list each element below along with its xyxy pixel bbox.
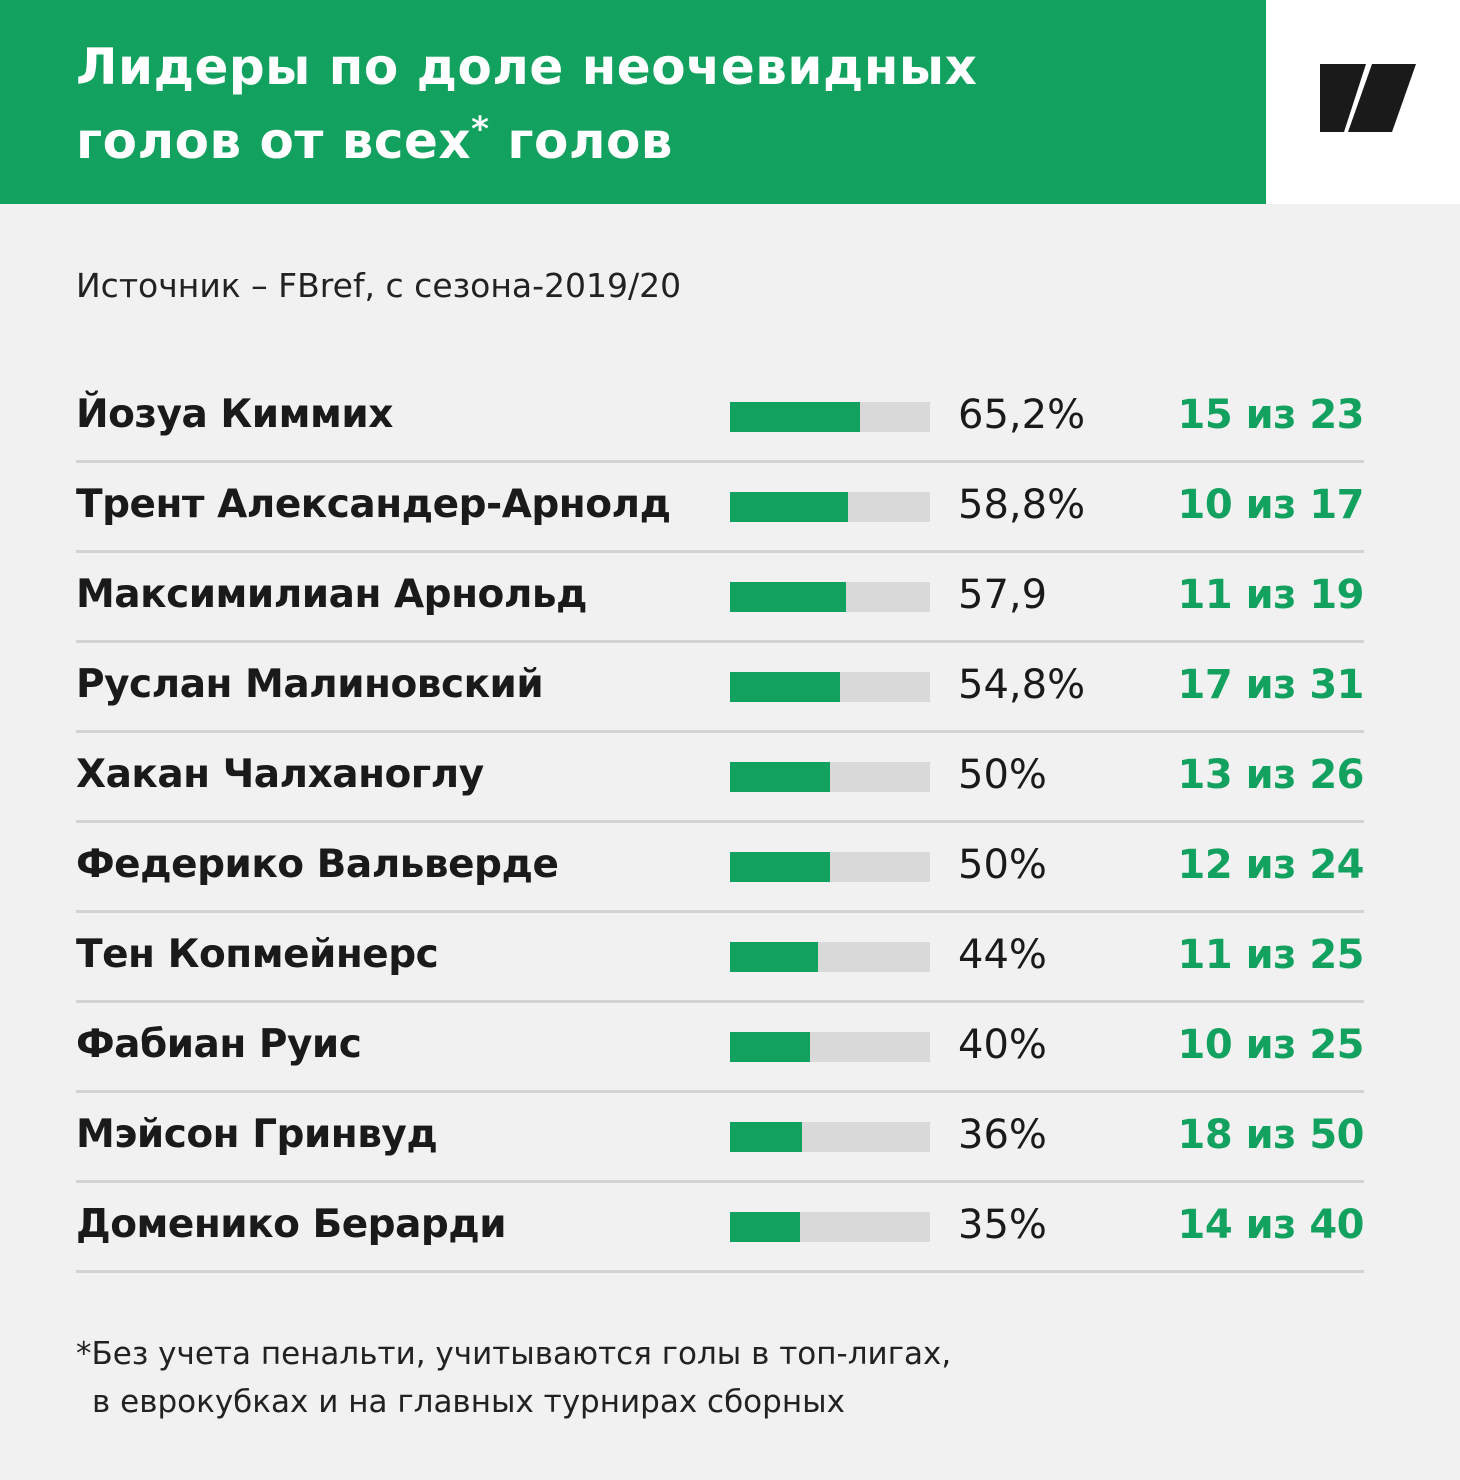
percent-label: 54,8% [958, 662, 1086, 708]
title-asterisk: * [471, 109, 490, 150]
chart-title: Лидеры по доле неочевидных голов от всех… [76, 30, 1226, 178]
bar-track [730, 1032, 930, 1062]
goals-label: 11 из 19 [1177, 572, 1365, 618]
chart-row: Доменико Берарди 35% 14 из 40 [76, 1182, 1365, 1273]
percent-label: 50% [958, 752, 1047, 798]
percent-label: 58,8% [958, 482, 1086, 528]
title-banner: Лидеры по доле неочевидных голов от всех… [0, 0, 1266, 204]
title-line-2: голов от всех* голов [76, 104, 1226, 178]
bar-track [730, 1212, 930, 1242]
goals-label: 13 из 26 [1177, 752, 1365, 798]
footnote: *Без учета пенальти, учитываются голы в … [76, 1330, 951, 1426]
bar-track [730, 672, 930, 702]
bar-track [730, 942, 930, 972]
chart-row: Федерико Вальверде 50% 12 из 24 [76, 822, 1365, 913]
bar-track [730, 492, 930, 522]
percent-label: 35% [958, 1202, 1047, 1248]
goals-label: 15 из 23 [1177, 392, 1365, 438]
bar [730, 582, 846, 612]
percent-label: 40% [958, 1022, 1047, 1068]
bar-chart: Йозуа Киммих 65,2% 15 из 23 Трент Александе… [76, 372, 1365, 1273]
player-name: Йозуа Киммих [76, 392, 393, 437]
player-name: Тен Копмейнерс [76, 932, 439, 977]
percent-label: 65,2% [958, 392, 1086, 438]
percent-label: 50% [958, 842, 1047, 888]
percent-label: 36% [958, 1112, 1047, 1158]
bar [730, 852, 830, 882]
goals-label: 12 из 24 [1177, 842, 1365, 888]
bar-track [730, 1122, 930, 1152]
publisher-logo-icon [1320, 64, 1416, 132]
player-name: Максимилиан Арнольд [76, 572, 588, 617]
player-name: Доменико Берарди [76, 1202, 507, 1247]
goals-label: 17 из 31 [1177, 662, 1365, 708]
bar [730, 762, 830, 792]
player-name: Мэйсон Гринвуд [76, 1112, 438, 1157]
logo-area [1266, 0, 1460, 204]
percent-label: 57,9 [958, 572, 1048, 618]
footnote-line-1: *Без учета пенальти, учитываются голы в … [76, 1336, 952, 1372]
bar [730, 1122, 802, 1152]
goals-label: 10 из 25 [1177, 1022, 1365, 1068]
goals-label: 18 из 50 [1177, 1112, 1365, 1158]
title-line-1: Лидеры по доле неочевидных [76, 38, 978, 96]
player-name: Хакан Чалханоглу [76, 752, 484, 797]
bar [730, 942, 818, 972]
player-name: Руслан Малиновский [76, 662, 544, 707]
bar [730, 1032, 810, 1062]
player-name: Фабиан Руис [76, 1022, 362, 1067]
bar-track [730, 402, 930, 432]
bar-track [730, 762, 930, 792]
source-note: Источник – FBref, с сезона-2019/20 [76, 266, 682, 305]
bar [730, 672, 840, 702]
chart-row: Мэйсон Гринвуд 36% 18 из 50 [76, 1092, 1365, 1183]
chart-row: Йозуа Киммих 65,2% 15 из 23 [76, 372, 1365, 463]
goals-label: 10 из 17 [1177, 482, 1365, 528]
chart-row: Трент Александер-Арнолд 58,8% 10 из 17 [76, 462, 1365, 553]
bar [730, 402, 861, 432]
chart-row: Руслан Малиновский 54,8% 17 из 31 [76, 642, 1365, 733]
chart-row: Хакан Чалханоглу 50% 13 из 26 [76, 732, 1365, 823]
bar [730, 1212, 800, 1242]
chart-row: Максимилиан Арнольд 57,9 11 из 19 [76, 552, 1365, 643]
player-name: Трент Александер-Арнолд [76, 482, 671, 527]
title-line-2-text: голов от всех [76, 112, 472, 170]
bar-track [730, 582, 930, 612]
bar-track [730, 852, 930, 882]
goals-label: 14 из 40 [1177, 1202, 1365, 1248]
bar [730, 492, 848, 522]
percent-label: 44% [958, 932, 1047, 978]
player-name: Федерико Вальверде [76, 842, 559, 887]
title-line-2-end: голов [489, 112, 673, 170]
chart-row: Тен Копмейнерс 44% 11 из 25 [76, 912, 1365, 1003]
footnote-line-2: в еврокубках и на главных турнирах сборн… [92, 1384, 845, 1420]
chart-row: Фабиан Руис 40% 10 из 25 [76, 1002, 1365, 1093]
goals-label: 11 из 25 [1177, 932, 1365, 978]
